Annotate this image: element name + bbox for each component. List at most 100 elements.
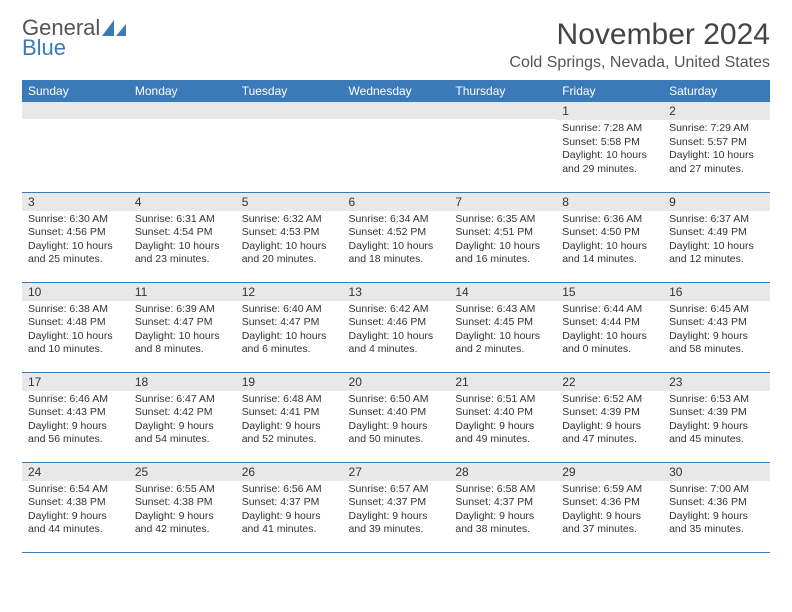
month-title: November 2024 bbox=[509, 18, 770, 52]
daylight-text-2: and 27 minutes. bbox=[669, 163, 764, 177]
calendar-day-cell: 16Sunrise: 6:45 AMSunset: 4:43 PMDayligh… bbox=[663, 282, 770, 372]
sunrise-text: Sunrise: 6:53 AM bbox=[669, 393, 764, 407]
calendar-day-cell: 19Sunrise: 6:48 AMSunset: 4:41 PMDayligh… bbox=[236, 372, 343, 462]
daylight-text-1: Daylight: 10 hours bbox=[28, 240, 123, 254]
calendar-week-row: 17Sunrise: 6:46 AMSunset: 4:43 PMDayligh… bbox=[22, 372, 770, 462]
calendar-day-cell bbox=[129, 102, 236, 192]
sunset-text: Sunset: 4:40 PM bbox=[349, 406, 444, 420]
calendar-day-cell: 29Sunrise: 6:59 AMSunset: 4:36 PMDayligh… bbox=[556, 462, 663, 552]
daylight-text-2: and 25 minutes. bbox=[28, 253, 123, 267]
daylight-text-1: Daylight: 9 hours bbox=[135, 510, 230, 524]
daylight-text-2: and 41 minutes. bbox=[242, 523, 337, 537]
daylight-text-1: Daylight: 9 hours bbox=[669, 510, 764, 524]
sunset-text: Sunset: 4:37 PM bbox=[455, 496, 550, 510]
day-details: Sunrise: 6:53 AMSunset: 4:39 PMDaylight:… bbox=[663, 391, 770, 452]
sunset-text: Sunset: 4:38 PM bbox=[135, 496, 230, 510]
location-subtitle: Cold Springs, Nevada, United States bbox=[509, 54, 770, 72]
calendar-week-row: 10Sunrise: 6:38 AMSunset: 4:48 PMDayligh… bbox=[22, 282, 770, 372]
calendar-day-cell: 23Sunrise: 6:53 AMSunset: 4:39 PMDayligh… bbox=[663, 372, 770, 462]
day-details: Sunrise: 6:31 AMSunset: 4:54 PMDaylight:… bbox=[129, 211, 236, 272]
sunrise-text: Sunrise: 6:30 AM bbox=[28, 213, 123, 227]
day-number: 18 bbox=[129, 373, 236, 391]
daylight-text-1: Daylight: 10 hours bbox=[669, 240, 764, 254]
sunset-text: Sunset: 4:36 PM bbox=[669, 496, 764, 510]
sunset-text: Sunset: 4:50 PM bbox=[562, 226, 657, 240]
calendar-day-cell bbox=[236, 102, 343, 192]
day-number: 5 bbox=[236, 193, 343, 211]
brand-text: General Blue bbox=[22, 18, 128, 58]
sunrise-text: Sunrise: 6:48 AM bbox=[242, 393, 337, 407]
day-header: Tuesday bbox=[236, 80, 343, 102]
day-details: Sunrise: 6:40 AMSunset: 4:47 PMDaylight:… bbox=[236, 301, 343, 362]
calendar-week-row: 24Sunrise: 6:54 AMSunset: 4:38 PMDayligh… bbox=[22, 462, 770, 552]
sunset-text: Sunset: 5:58 PM bbox=[562, 136, 657, 150]
calendar-header-row: Sunday Monday Tuesday Wednesday Thursday… bbox=[22, 80, 770, 102]
day-details: Sunrise: 7:28 AMSunset: 5:58 PMDaylight:… bbox=[556, 120, 663, 181]
sunset-text: Sunset: 4:44 PM bbox=[562, 316, 657, 330]
day-number: 19 bbox=[236, 373, 343, 391]
sunset-text: Sunset: 4:47 PM bbox=[135, 316, 230, 330]
sail-icon bbox=[100, 18, 128, 38]
calendar-day-cell: 9Sunrise: 6:37 AMSunset: 4:49 PMDaylight… bbox=[663, 192, 770, 282]
day-details: Sunrise: 6:57 AMSunset: 4:37 PMDaylight:… bbox=[343, 481, 450, 542]
sunrise-text: Sunrise: 6:47 AM bbox=[135, 393, 230, 407]
calendar-day-cell: 4Sunrise: 6:31 AMSunset: 4:54 PMDaylight… bbox=[129, 192, 236, 282]
daylight-text-1: Daylight: 10 hours bbox=[562, 330, 657, 344]
day-details: Sunrise: 6:56 AMSunset: 4:37 PMDaylight:… bbox=[236, 481, 343, 542]
daylight-text-1: Daylight: 10 hours bbox=[349, 240, 444, 254]
day-number: 2 bbox=[663, 102, 770, 120]
day-header: Friday bbox=[556, 80, 663, 102]
sunrise-text: Sunrise: 6:56 AM bbox=[242, 483, 337, 497]
daylight-text-2: and 12 minutes. bbox=[669, 253, 764, 267]
sunrise-text: Sunrise: 6:57 AM bbox=[349, 483, 444, 497]
calendar-day-cell: 27Sunrise: 6:57 AMSunset: 4:37 PMDayligh… bbox=[343, 462, 450, 552]
daylight-text-1: Daylight: 10 hours bbox=[242, 240, 337, 254]
calendar-day-cell: 2Sunrise: 7:29 AMSunset: 5:57 PMDaylight… bbox=[663, 102, 770, 192]
daylight-text-1: Daylight: 10 hours bbox=[455, 240, 550, 254]
daylight-text-2: and 38 minutes. bbox=[455, 523, 550, 537]
day-details: Sunrise: 6:42 AMSunset: 4:46 PMDaylight:… bbox=[343, 301, 450, 362]
day-number: 12 bbox=[236, 283, 343, 301]
calendar-day-cell: 5 Sunrise: 6:32 AMSunset: 4:53 PMDaylight… bbox=[236, 192, 343, 282]
sunset-text: Sunset: 4:39 PM bbox=[562, 406, 657, 420]
calendar-day-cell: 6Sunrise: 6:34 AMSunset: 4:52 PMDaylight… bbox=[343, 192, 450, 282]
page-header: General Blue November 2024 Cold Springs,… bbox=[22, 18, 770, 72]
day-number: 9 bbox=[663, 193, 770, 211]
day-number: 10 bbox=[22, 283, 129, 301]
calendar-day-cell: 12Sunrise: 6:40 AMSunset: 4:47 PMDayligh… bbox=[236, 282, 343, 372]
sunrise-text: Sunrise: 6:55 AM bbox=[135, 483, 230, 497]
day-number: 30 bbox=[663, 463, 770, 481]
sunrise-text: Sunrise: 6:32 AM bbox=[242, 213, 337, 227]
day-number: 24 bbox=[22, 463, 129, 481]
day-details: Sunrise: 6:44 AMSunset: 4:44 PMDaylight:… bbox=[556, 301, 663, 362]
daylight-text-2: and 47 minutes. bbox=[562, 433, 657, 447]
sunset-text: Sunset: 4:53 PM bbox=[242, 226, 337, 240]
calendar-day-cell: 24Sunrise: 6:54 AMSunset: 4:38 PMDayligh… bbox=[22, 462, 129, 552]
daylight-text-2: and 23 minutes. bbox=[135, 253, 230, 267]
day-details: Sunrise: 7:29 AMSunset: 5:57 PMDaylight:… bbox=[663, 120, 770, 181]
day-number: 13 bbox=[343, 283, 450, 301]
sunset-text: Sunset: 4:42 PM bbox=[135, 406, 230, 420]
calendar-day-cell bbox=[449, 102, 556, 192]
day-details: Sunrise: 6:36 AMSunset: 4:50 PMDaylight:… bbox=[556, 211, 663, 272]
daylight-text-1: Daylight: 9 hours bbox=[349, 510, 444, 524]
daylight-text-1: Daylight: 10 hours bbox=[28, 330, 123, 344]
sunset-text: Sunset: 5:57 PM bbox=[669, 136, 764, 150]
daylight-text-2: and 10 minutes. bbox=[28, 343, 123, 357]
daylight-text-2: and 14 minutes. bbox=[562, 253, 657, 267]
daylight-text-1: Daylight: 9 hours bbox=[242, 420, 337, 434]
day-number-empty bbox=[22, 102, 129, 119]
daylight-text-1: Daylight: 9 hours bbox=[349, 420, 444, 434]
daylight-text-2: and 2 minutes. bbox=[455, 343, 550, 357]
calendar-day-cell: 18Sunrise: 6:47 AMSunset: 4:42 PMDayligh… bbox=[129, 372, 236, 462]
calendar-day-cell: 3Sunrise: 6:30 AMSunset: 4:56 PMDaylight… bbox=[22, 192, 129, 282]
day-number-empty bbox=[236, 102, 343, 119]
daylight-text-2: and 42 minutes. bbox=[135, 523, 230, 537]
day-number: 16 bbox=[663, 283, 770, 301]
calendar-day-cell: 8Sunrise: 6:36 AMSunset: 4:50 PMDaylight… bbox=[556, 192, 663, 282]
day-header: Sunday bbox=[22, 80, 129, 102]
day-details: Sunrise: 6:50 AMSunset: 4:40 PMDaylight:… bbox=[343, 391, 450, 452]
day-number: 1 bbox=[556, 102, 663, 120]
calendar-day-cell: 11Sunrise: 6:39 AMSunset: 4:47 PMDayligh… bbox=[129, 282, 236, 372]
day-header: Wednesday bbox=[343, 80, 450, 102]
